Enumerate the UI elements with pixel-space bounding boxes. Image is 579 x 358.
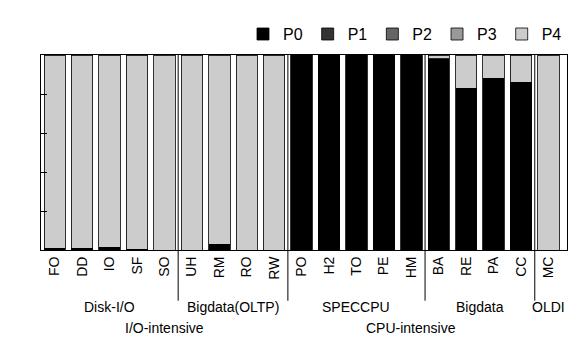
svg-text:SO: SO [156, 256, 172, 276]
svg-text:BA: BA [430, 256, 446, 275]
svg-text:SF: SF [129, 257, 145, 275]
svg-text:PE: PE [375, 257, 391, 276]
svg-text:I/O-intensive: I/O-intensive [125, 320, 204, 336]
svg-text:RW: RW [266, 256, 282, 280]
svg-text:UH: UH [183, 257, 199, 277]
svg-text:PA: PA [485, 256, 501, 274]
svg-text:P0: P0 [283, 26, 303, 43]
svg-text:SPECCPU: SPECCPU [322, 299, 390, 315]
svg-text:H2: H2 [321, 256, 337, 274]
svg-text:RE: RE [458, 257, 474, 276]
svg-text:Disk-I/O: Disk-I/O [84, 299, 135, 315]
svg-text:Bigdata(OLTP): Bigdata(OLTP) [187, 299, 279, 315]
svg-text:P1: P1 [348, 26, 368, 43]
svg-text:PO: PO [293, 256, 309, 276]
svg-text:HM: HM [403, 257, 419, 279]
svg-text:CPU-intensive: CPU-intensive [366, 320, 456, 336]
svg-text:CC: CC [513, 257, 529, 277]
svg-text:DD: DD [74, 257, 90, 277]
svg-text:OLDI: OLDI [532, 299, 565, 315]
svg-text:TO: TO [348, 257, 364, 276]
svg-text:P3: P3 [477, 26, 497, 43]
svg-text:RM: RM [211, 257, 227, 279]
svg-text:IO: IO [101, 256, 117, 271]
svg-text:RO: RO [238, 256, 254, 277]
svg-text:P4: P4 [542, 26, 562, 43]
svg-text:FO: FO [46, 257, 62, 277]
svg-text:Bigdata: Bigdata [456, 299, 504, 315]
svg-text:P2: P2 [412, 26, 432, 43]
svg-text:MC: MC [540, 257, 556, 279]
